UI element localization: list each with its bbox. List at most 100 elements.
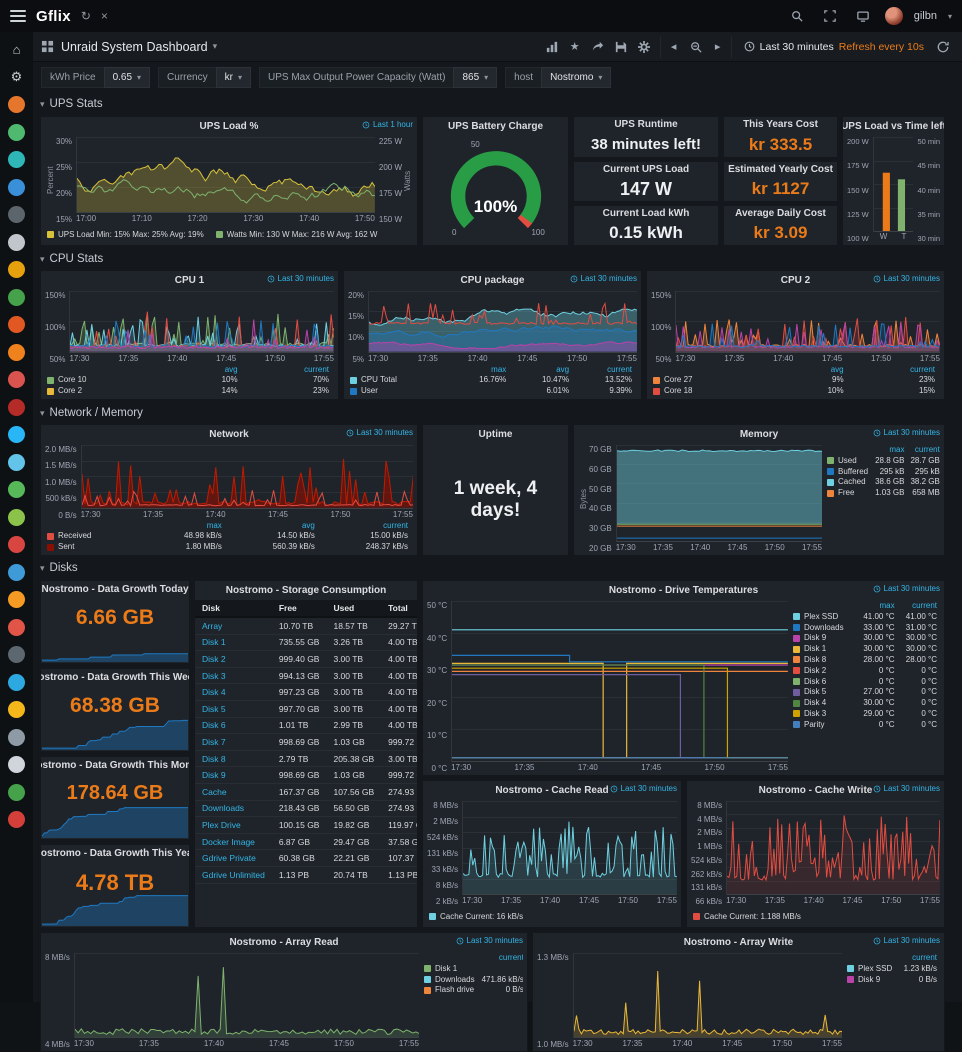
panel-title[interactable]: Nostromo - Data Growth This Week bbox=[41, 672, 189, 683]
panel-timerange-link[interactable]: Last 30 minutes bbox=[873, 584, 940, 593]
fullscreen-icon[interactable] bbox=[819, 5, 841, 27]
legend-series-name[interactable]: Disk 9 bbox=[804, 633, 827, 643]
legend-row[interactable]: Core 18 10% 15% bbox=[653, 386, 938, 397]
panel-title[interactable]: Uptime bbox=[478, 429, 513, 440]
legend-col-header[interactable]: avg bbox=[830, 364, 844, 374]
legend-row[interactable]: Disk 8 28.00 °C 28.00 °C bbox=[793, 655, 940, 666]
legend-series-name[interactable]: Disk 6 bbox=[804, 676, 827, 686]
legend-row[interactable]: Disk 2 0 °C 0 °C bbox=[793, 666, 940, 677]
table-col-header[interactable]: Disk bbox=[195, 600, 272, 618]
legend-row[interactable]: Core 2 14% 23% bbox=[47, 386, 332, 397]
variable-value[interactable]: kr ▾ bbox=[215, 66, 251, 88]
panel-timerange-link[interactable]: Last 30 minutes bbox=[873, 784, 940, 793]
legend-row[interactable]: Flash drive 0 B/s bbox=[424, 985, 523, 996]
legend-series-name[interactable]: Disk 1 bbox=[804, 644, 827, 654]
legend-row[interactable]: Disk 5 27.00 °C 0 °C bbox=[793, 687, 940, 698]
legend-series-name[interactable]: Flash drive bbox=[435, 985, 475, 995]
graph-plot[interactable] bbox=[76, 137, 375, 213]
app-github-icon[interactable] bbox=[8, 783, 25, 801]
panel-title[interactable]: Memory bbox=[739, 429, 779, 440]
panel-title[interactable]: CPU package bbox=[460, 275, 525, 286]
panel-timerange-link[interactable]: Last 30 minutes bbox=[346, 428, 413, 437]
legend-series-name[interactable]: Core 18 bbox=[664, 386, 693, 396]
menu-toggle-icon[interactable] bbox=[10, 10, 26, 22]
app-red-ring-icon[interactable] bbox=[8, 811, 25, 828]
app-lazy-badge-icon[interactable] bbox=[8, 646, 25, 663]
share-icon[interactable] bbox=[587, 36, 609, 58]
panel-title[interactable]: Nostromo - Storage Consumption bbox=[225, 585, 387, 596]
home-icon[interactable]: ⌂ bbox=[12, 42, 21, 57]
legend-series-name[interactable]: Core 27 bbox=[664, 375, 693, 385]
close-playlist-icon[interactable]: × bbox=[100, 9, 108, 23]
legend-series-name[interactable]: Disk 8 bbox=[804, 654, 827, 664]
variable-value[interactable]: 0.65 ▾ bbox=[103, 66, 151, 88]
variable-value[interactable]: 865 ▾ bbox=[453, 66, 498, 88]
legend-row[interactable]: Buffered 295 kB 295 kB bbox=[827, 467, 940, 478]
panel-title[interactable]: Nostromo - Cache Write bbox=[758, 785, 873, 796]
dashboards-grid-icon[interactable] bbox=[41, 40, 54, 53]
row-header-disks[interactable]: ▾ Disks bbox=[40, 560, 78, 576]
variable-ups-max-output-power-capacity-watt-[interactable]: UPS Max Output Power Capacity (Watt) 865 ▾ bbox=[258, 66, 498, 88]
legend-series-name[interactable]: Disk 5 bbox=[804, 687, 827, 697]
search-icon[interactable] bbox=[8, 206, 25, 223]
legend-col-header[interactable]: avg bbox=[556, 364, 570, 374]
panel-title[interactable]: UPS Load vs Time left bbox=[842, 121, 945, 132]
app-green-dot-icon[interactable] bbox=[8, 481, 25, 498]
legend-series-name[interactable]: Sent bbox=[58, 542, 75, 552]
app-blue-drop-icon[interactable] bbox=[8, 673, 25, 691]
graph-plot[interactable] bbox=[80, 445, 413, 509]
app-blue-box-icon[interactable] bbox=[8, 563, 25, 581]
panel-title[interactable]: Current Load kWh bbox=[602, 208, 690, 219]
legend-col-header[interactable]: max bbox=[206, 520, 222, 530]
app-teal-ring-icon[interactable] bbox=[8, 151, 25, 168]
panel-title[interactable]: This Years Cost bbox=[743, 119, 818, 130]
legend-col-header[interactable]: avg bbox=[301, 520, 315, 530]
table-col-header[interactable]: Total bbox=[381, 600, 417, 618]
user-menu-caret-icon[interactable]: ▾ bbox=[947, 11, 952, 21]
app-plex-icon[interactable] bbox=[8, 261, 25, 278]
legend-row[interactable]: Sent 1.80 MB/s 560.39 kB/s 248.37 kB/s bbox=[47, 542, 411, 553]
dashboard-settings-icon[interactable] bbox=[633, 36, 655, 58]
app-red-shield-icon[interactable] bbox=[8, 371, 25, 388]
legend-col-header[interactable]: current bbox=[912, 953, 937, 962]
panel-title[interactable]: Estimated Yearly Cost bbox=[728, 164, 833, 175]
variable-kwh-price[interactable]: kWh Price 0.65 ▾ bbox=[41, 66, 151, 88]
legend-item[interactable]: Cache Current: 1.188 MB/s bbox=[693, 912, 801, 921]
legend-row[interactable]: Core 27 9% 23% bbox=[653, 375, 938, 386]
app-blue-eye-icon[interactable] bbox=[8, 426, 25, 443]
search-icon[interactable] bbox=[786, 5, 808, 27]
panel-title[interactable]: Nostromo - Data Growth Today bbox=[41, 584, 189, 595]
graph-plot[interactable] bbox=[69, 291, 334, 353]
pan-right-icon[interactable]: ▸ bbox=[714, 41, 721, 53]
pan-left-icon[interactable]: ◂ bbox=[670, 41, 677, 53]
panel-title[interactable]: Nostromo - Cache Read bbox=[495, 785, 609, 796]
panel-title[interactable]: Nostromo - Array Read bbox=[229, 937, 339, 948]
graph-plot[interactable] bbox=[726, 801, 940, 895]
legend-col-header[interactable]: current bbox=[498, 953, 523, 962]
legend-col-header[interactable]: current bbox=[383, 520, 408, 530]
dashboard-title-caret-icon[interactable]: ▾ bbox=[212, 41, 218, 51]
legend-series-name[interactable]: Parity bbox=[804, 719, 825, 729]
legend-series-name[interactable]: Free bbox=[838, 488, 855, 498]
legend-col-header[interactable]: max bbox=[491, 364, 507, 374]
legend-series-name[interactable]: Plex SSD bbox=[858, 963, 893, 973]
panel-title[interactable]: UPS Runtime bbox=[614, 119, 678, 130]
panel-title[interactable]: Average Daily Cost bbox=[735, 208, 826, 219]
legend-row[interactable]: Disk 4 30.00 °C 0 °C bbox=[793, 698, 940, 709]
legend-row[interactable]: Received 48.98 kB/s 14.50 kB/s 15.00 kB/s bbox=[47, 531, 411, 542]
legend-row[interactable]: CPU Total 16.76% 10.47% 13.52% bbox=[350, 375, 635, 386]
legend-row[interactable]: Plex SSD 1.23 kB/s bbox=[847, 964, 940, 975]
legend-row[interactable]: Disk 3 29.00 °C 0 °C bbox=[793, 709, 940, 720]
legend-col-header[interactable]: avg bbox=[224, 364, 238, 374]
variable-host[interactable]: host Nostromo ▾ bbox=[505, 66, 612, 88]
variable-currency[interactable]: Currency kr ▾ bbox=[158, 66, 251, 88]
panel-title[interactable]: Network bbox=[209, 429, 249, 440]
graph-plot[interactable] bbox=[615, 445, 822, 542]
panel-title[interactable]: UPS Battery Charge bbox=[447, 121, 544, 132]
legend-series-name[interactable]: Core 2 bbox=[58, 386, 83, 396]
legend-row[interactable]: Free 1.03 GB 658 MB bbox=[827, 488, 940, 499]
app-flame-icon[interactable] bbox=[8, 316, 25, 333]
legend-series-name[interactable]: Core 10 bbox=[58, 375, 87, 385]
panel-timerange-link[interactable]: Last 30 minutes bbox=[456, 936, 523, 945]
legend-row[interactable]: Parity 0 °C 0 °C bbox=[793, 720, 940, 731]
